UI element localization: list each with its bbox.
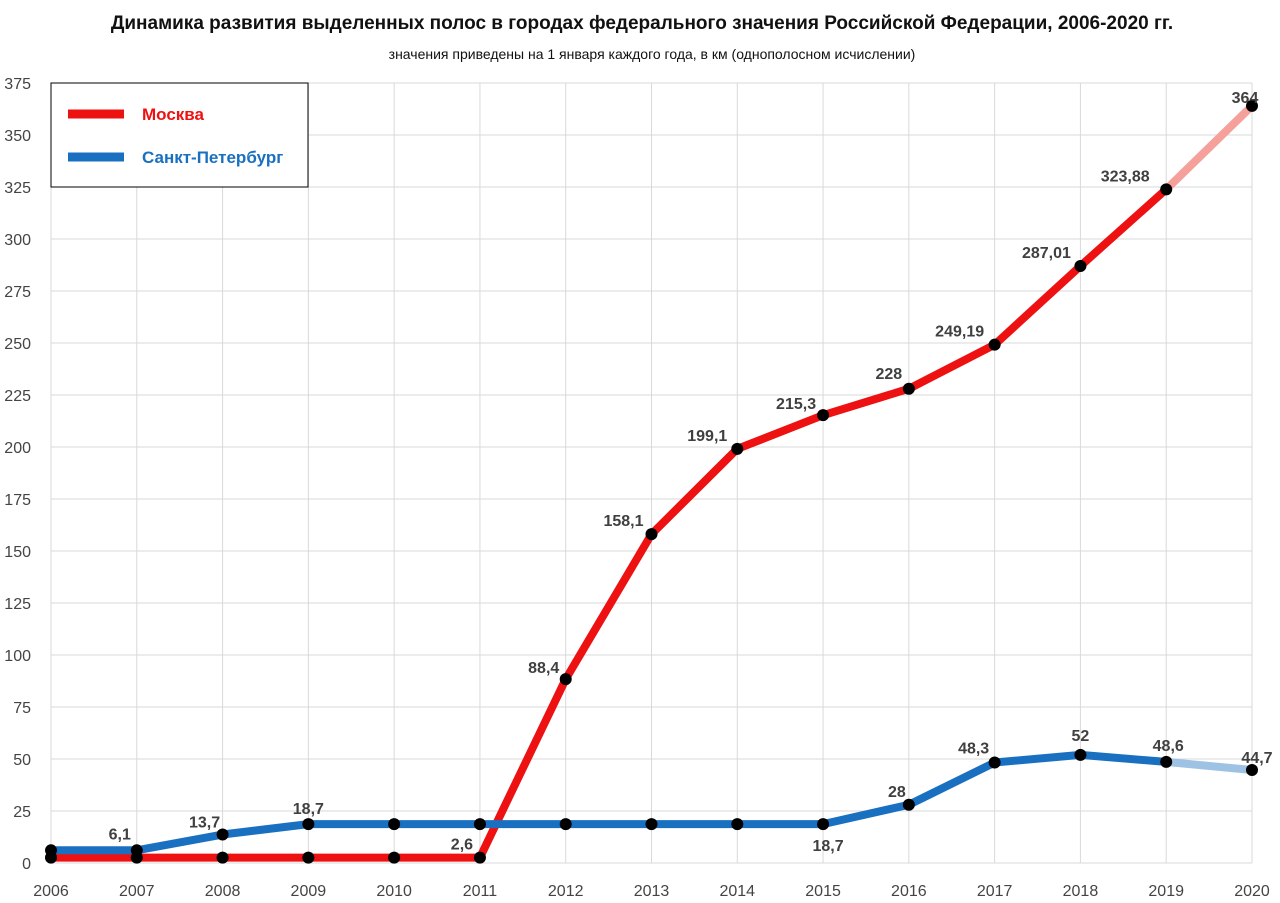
data-point-spb (473, 818, 486, 831)
chart-subtitle: значения приведены на 1 января каждого г… (389, 46, 916, 62)
data-point-spb (645, 818, 658, 831)
data-point-moscow (1074, 260, 1087, 273)
legend-label-spb: Санкт-Петербург (142, 148, 283, 167)
data-point-spb (1160, 755, 1173, 768)
data-label-moscow: 364 (1232, 90, 1259, 107)
y-tick-label: 325 (4, 180, 31, 197)
y-tick-label: 175 (4, 492, 31, 509)
y-tick-label: 225 (4, 388, 31, 405)
x-tick-label: 2006 (33, 883, 69, 900)
data-point-moscow (902, 382, 915, 395)
x-tick-label: 2008 (205, 883, 241, 900)
x-tick-label: 2014 (719, 883, 755, 900)
data-point-spb (216, 828, 229, 841)
data-label-moscow: 2,6 (451, 837, 473, 854)
x-tick-label: 2009 (291, 883, 327, 900)
chart-title: Динамика развития выделенных полос в гор… (111, 13, 1173, 34)
x-tick-label: 2015 (805, 883, 841, 900)
data-point-moscow (817, 409, 830, 422)
data-point-moscow (302, 851, 315, 864)
y-tick-label: 375 (4, 76, 31, 93)
data-point-spb (130, 844, 143, 857)
data-label-moscow: 323,88 (1101, 168, 1150, 185)
data-point-moscow (559, 673, 572, 686)
y-tick-label: 125 (4, 596, 31, 613)
x-tick-label: 2016 (891, 883, 927, 900)
data-labels: 2,6 88,4 158,1 199,1 215,3 228 249,19 287,01 323… (109, 90, 1273, 855)
data-label-spb: 44,7 (1241, 750, 1272, 767)
x-tick-label: 2007 (119, 883, 155, 900)
data-label-spb: 13,7 (189, 815, 220, 832)
data-point-moscow (473, 851, 486, 864)
data-label-spb: 18,7 (293, 801, 324, 818)
x-tick-label: 2020 (1234, 883, 1270, 900)
y-tick-label: 150 (4, 544, 31, 561)
y-tick-label: 300 (4, 232, 31, 249)
data-point-spb (902, 798, 915, 811)
x-axis: 2006 2007 2008 2009 2010 2011 2012 2013 2014 2015… (33, 883, 1270, 900)
x-tick-label: 2018 (1063, 883, 1099, 900)
data-point-spb (388, 818, 401, 831)
legend-box (50, 82, 309, 188)
legend-label-moscow: Москва (142, 105, 205, 124)
data-label-moscow: 287,01 (1022, 245, 1071, 262)
data-point-moscow (1160, 183, 1173, 196)
y-tick-label: 100 (4, 648, 31, 665)
data-point-moscow (1246, 99, 1258, 112)
grid (50, 82, 1253, 864)
data-point-moscow (216, 851, 229, 864)
data-point-spb (988, 756, 1001, 769)
data-label-spb: 28 (888, 784, 906, 801)
data-point-spb (45, 844, 57, 857)
data-label-spb: 52 (1072, 728, 1090, 745)
x-tick-label: 2012 (548, 883, 584, 900)
y-axis: 0 25 50 75 100 125 150 175 200 225 250 275 300 325 350… (4, 76, 31, 873)
x-tick-label: 2019 (1148, 883, 1184, 900)
data-point-spb (731, 818, 744, 831)
x-tick-label: 2013 (634, 883, 670, 900)
data-label-moscow: 228 (876, 366, 903, 383)
data-label-spb: 48,6 (1153, 738, 1184, 755)
data-label-spb: 6,1 (109, 826, 131, 843)
data-point-moscow (731, 442, 744, 455)
y-tick-label: 275 (4, 284, 31, 301)
data-point-spb (559, 818, 572, 831)
data-point-spb (1074, 748, 1087, 761)
data-point-spb (1246, 764, 1258, 777)
series-projection-spb (1162, 757, 1256, 775)
data-label-spb: 48,3 (958, 741, 989, 758)
x-tick-label: 2010 (376, 883, 412, 900)
data-label-moscow: 158,1 (603, 513, 643, 530)
y-tick-label: 350 (4, 128, 31, 145)
legend: Москва Санкт-Петербург (50, 82, 309, 188)
y-tick-label: 25 (13, 804, 31, 821)
data-point-spb (302, 818, 315, 831)
data-label-moscow: 249,19 (935, 324, 984, 341)
y-tick-label: 250 (4, 336, 31, 353)
data-point-moscow (988, 338, 1001, 351)
x-tick-label: 2011 (463, 883, 498, 900)
series-points (45, 99, 1258, 864)
data-label-moscow: 88,4 (528, 660, 559, 677)
data-point-spb (817, 818, 830, 831)
series-lines (47, 101, 1256, 862)
y-tick-label: 0 (22, 856, 31, 873)
y-tick-label: 200 (4, 440, 31, 457)
data-label-spb: 18,7 (813, 838, 844, 855)
data-label-moscow: 215,3 (776, 396, 816, 413)
series-projection-moscow (1162, 101, 1256, 194)
data-point-moscow (388, 851, 401, 864)
data-label-moscow: 199,1 (687, 428, 727, 445)
y-tick-label: 75 (13, 700, 31, 717)
y-tick-label: 50 (13, 752, 31, 769)
data-point-moscow (645, 528, 658, 541)
series-line-spb (47, 750, 1171, 855)
x-tick-label: 2017 (977, 883, 1013, 900)
series-line-moscow (47, 185, 1171, 862)
